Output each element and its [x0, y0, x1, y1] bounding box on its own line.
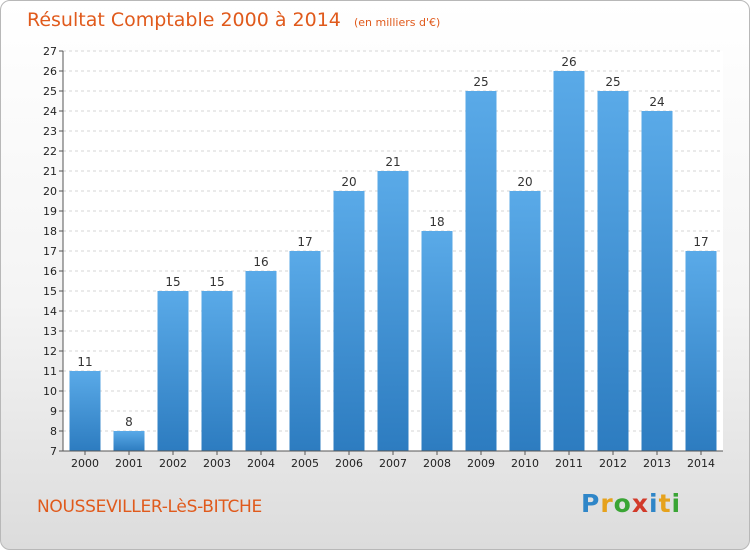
bar-2014 [685, 251, 717, 451]
x-tick-label: 2014 [687, 457, 715, 470]
x-tick-label: 2000 [71, 457, 99, 470]
y-axis: 7 8 9 10 11 12 13 14 15 16 17 18 19 20 21 22 23 24 25 26 27 [43, 45, 64, 458]
logo-letter: o [613, 489, 632, 518]
logo-letter: P [581, 489, 601, 518]
y-tick-label: 21 [43, 165, 57, 178]
x-tick-label: 2013 [643, 457, 671, 470]
x-tick-label: 2005 [291, 457, 319, 470]
y-tick-label: 26 [43, 65, 57, 78]
logo-letter: r [600, 489, 614, 518]
y-tick-label: 13 [43, 325, 57, 338]
value-label: 20 [341, 175, 356, 189]
bar-2011 [553, 71, 585, 451]
bar-2003 [201, 291, 233, 451]
place-name: NOUSSEVILLER-LèS-BITCHE [37, 497, 262, 517]
bar-2010 [509, 191, 541, 451]
bar-2001 [113, 431, 145, 451]
value-label: 17 [297, 235, 312, 249]
bar-2000 [69, 371, 101, 451]
value-label: 16 [253, 255, 268, 269]
bar-2008 [421, 231, 453, 451]
y-tick-label: 7 [50, 445, 57, 458]
bar-2004 [245, 271, 277, 451]
bars [69, 71, 717, 451]
value-labels: 11 8 15 15 16 17 20 21 18 25 20 26 25 24 17 [77, 55, 708, 429]
value-label: 25 [473, 75, 488, 89]
x-tick-label: 2010 [511, 457, 539, 470]
value-label: 8 [125, 415, 133, 429]
value-label: 18 [429, 215, 444, 229]
x-tick-label: 2001 [115, 457, 143, 470]
y-tick-label: 9 [50, 405, 57, 418]
bar-2005 [289, 251, 321, 451]
y-tick-label: 10 [43, 385, 57, 398]
y-tick-label: 27 [43, 45, 57, 58]
y-tick-label: 14 [43, 305, 57, 318]
value-label: 24 [649, 95, 664, 109]
bar-2007 [377, 171, 409, 451]
logo-letter: t [658, 489, 672, 518]
bar-2012 [597, 91, 629, 451]
title-row: Résultat Comptable 2000 à 2014 (en milli… [27, 9, 440, 31]
chart-title: Résultat Comptable 2000 à 2014 [27, 9, 341, 31]
value-label: 21 [385, 155, 400, 169]
value-label: 20 [517, 175, 532, 189]
x-tick-label: 2008 [423, 457, 451, 470]
x-tick-label: 2012 [599, 457, 627, 470]
x-tick-label: 2002 [159, 457, 187, 470]
value-label: 17 [693, 235, 708, 249]
y-tick-label: 23 [43, 125, 57, 138]
bar-2006 [333, 191, 365, 451]
value-label: 15 [165, 275, 180, 289]
y-tick-label: 12 [43, 345, 57, 358]
value-label: 11 [77, 355, 92, 369]
value-label: 15 [209, 275, 224, 289]
x-tick-label: 2004 [247, 457, 275, 470]
y-tick-label: 22 [43, 145, 57, 158]
x-tick-label: 2006 [335, 457, 363, 470]
value-label: 26 [561, 55, 576, 69]
logo-letter: i [671, 489, 682, 518]
y-tick-label: 15 [43, 285, 57, 298]
x-tick-label: 2003 [203, 457, 231, 470]
logo-letter: i [649, 489, 659, 518]
y-tick-label: 19 [43, 205, 57, 218]
bar-2013 [641, 111, 673, 451]
y-tick-label: 20 [43, 185, 57, 198]
y-tick-label: 8 [50, 425, 57, 438]
x-tick-label: 2009 [467, 457, 495, 470]
y-tick-label: 25 [43, 85, 57, 98]
y-tick-label: 24 [43, 105, 57, 118]
x-tick-label: 2011 [555, 457, 583, 470]
y-tick-label: 18 [43, 225, 57, 238]
logo-letter: x [631, 489, 649, 518]
y-tick-label: 17 [43, 245, 57, 258]
proxiti-logo: Proxiti [581, 489, 681, 518]
value-label: 25 [605, 75, 620, 89]
y-tick-label: 11 [43, 365, 57, 378]
x-tick-label: 2007 [379, 457, 407, 470]
x-axis: 2000 2001 2002 2003 2004 2005 2006 2007 2008 2009… [63, 450, 723, 470]
chart-unit: (en milliers d'€) [353, 16, 441, 29]
bar-2009 [465, 91, 497, 451]
y-tick-label: 16 [43, 265, 57, 278]
bar-2002 [157, 291, 189, 451]
